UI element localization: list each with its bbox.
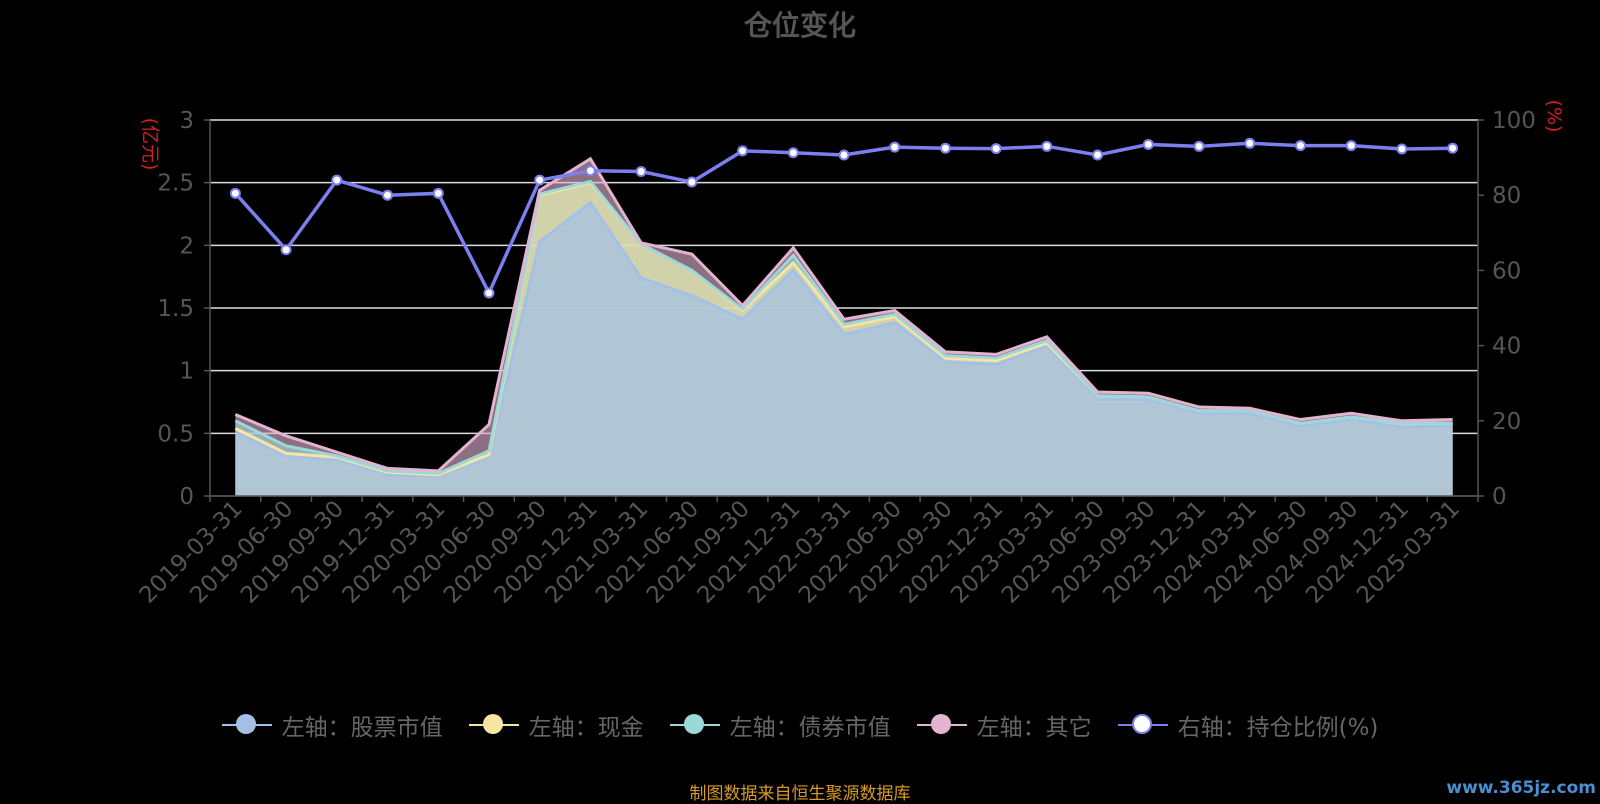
ratio-point[interactable] [1447, 142, 1459, 154]
ratio-point[interactable] [483, 287, 495, 299]
right-tick-label: 40 [1492, 334, 1521, 360]
legend-item-1[interactable]: 左轴：现金 [468, 708, 644, 742]
stacked-areas [234, 156, 1453, 496]
legend-swatch-icon [669, 713, 720, 737]
ratio-point[interactable] [1142, 138, 1154, 150]
left-tick-label: 2.5 [157, 171, 194, 197]
ratio-point[interactable] [838, 149, 850, 161]
ratio-point[interactable] [432, 187, 444, 199]
right-tick-label: 20 [1492, 409, 1521, 435]
legend-swatch-icon [1117, 713, 1168, 737]
data-source-note: 制图数据来自恒生聚源数据库 [689, 784, 911, 804]
left-tick-label: 0 [179, 484, 194, 510]
ratio-point[interactable] [331, 174, 343, 186]
ratio-point[interactable] [534, 174, 546, 186]
area-0 [235, 202, 1453, 496]
legend-label: 左轴：股票市值 [281, 715, 443, 741]
legend-item-0[interactable]: 左轴：股票市值 [221, 708, 443, 742]
area-line-2 [234, 179, 1453, 475]
ratio-point[interactable] [382, 189, 394, 201]
ratio-point[interactable] [280, 244, 292, 256]
ratio-point[interactable] [1294, 140, 1306, 152]
right-tick-label: 60 [1492, 258, 1521, 284]
legend-swatch-icon [221, 713, 272, 737]
ratio-point[interactable] [229, 187, 241, 199]
ratio-point[interactable] [737, 145, 749, 157]
ratio-point[interactable] [787, 147, 799, 159]
right-axis-label: (%) [1543, 100, 1565, 133]
ratio-line-series [229, 137, 1459, 299]
chart-legend: 左轴：股票市值 左轴：现金 左轴：债券市值 左轴：其它 右轴：持仓比例(%) [0, 708, 1600, 742]
left-tick-label: 3 [179, 108, 194, 134]
left-tick-label: 1.5 [157, 296, 194, 322]
legend-item-3[interactable]: 左轴：其它 [916, 708, 1092, 742]
ratio-point[interactable] [1041, 140, 1053, 152]
ratio-point[interactable] [990, 143, 1002, 155]
ratio-point[interactable] [1396, 143, 1408, 155]
ratio-point[interactable] [635, 166, 647, 178]
ratio-point[interactable] [584, 165, 596, 177]
ratio-point[interactable] [1345, 140, 1357, 152]
ratio-point[interactable] [889, 141, 901, 153]
legend-label: 左轴：债券市值 [729, 715, 891, 741]
right-tick-label: 0 [1492, 484, 1507, 510]
area-line-3 [234, 156, 1453, 473]
legend-label: 右轴：持仓比例(%) [1177, 715, 1379, 741]
ratio-point[interactable] [686, 176, 698, 188]
left-axis-label: (亿元) [139, 118, 161, 171]
right-tick-label: 80 [1492, 183, 1521, 209]
left-tick-label: 0.5 [157, 421, 194, 447]
legend-label: 左轴：现金 [528, 715, 644, 741]
legend-swatch-icon [468, 713, 519, 737]
watermark: www.365jz.com [1446, 778, 1596, 798]
left-tick-label: 1 [179, 359, 194, 385]
legend-label: 左轴：其它 [976, 715, 1092, 741]
right-tick-label: 100 [1492, 108, 1536, 134]
ratio-point[interactable] [1092, 149, 1104, 161]
legend-item-4[interactable]: 右轴：持仓比例(%) [1117, 708, 1379, 742]
chart-title: 仓位变化 [743, 9, 856, 42]
legend-swatch-icon [916, 713, 967, 737]
ratio-point[interactable] [1244, 137, 1256, 149]
ratio-line [234, 141, 1453, 298]
legend-item-2[interactable]: 左轴：债券市值 [669, 708, 891, 742]
ratio-point[interactable] [939, 142, 951, 154]
ratio-point[interactable] [1193, 140, 1205, 152]
left-tick-label: 2 [179, 233, 194, 259]
